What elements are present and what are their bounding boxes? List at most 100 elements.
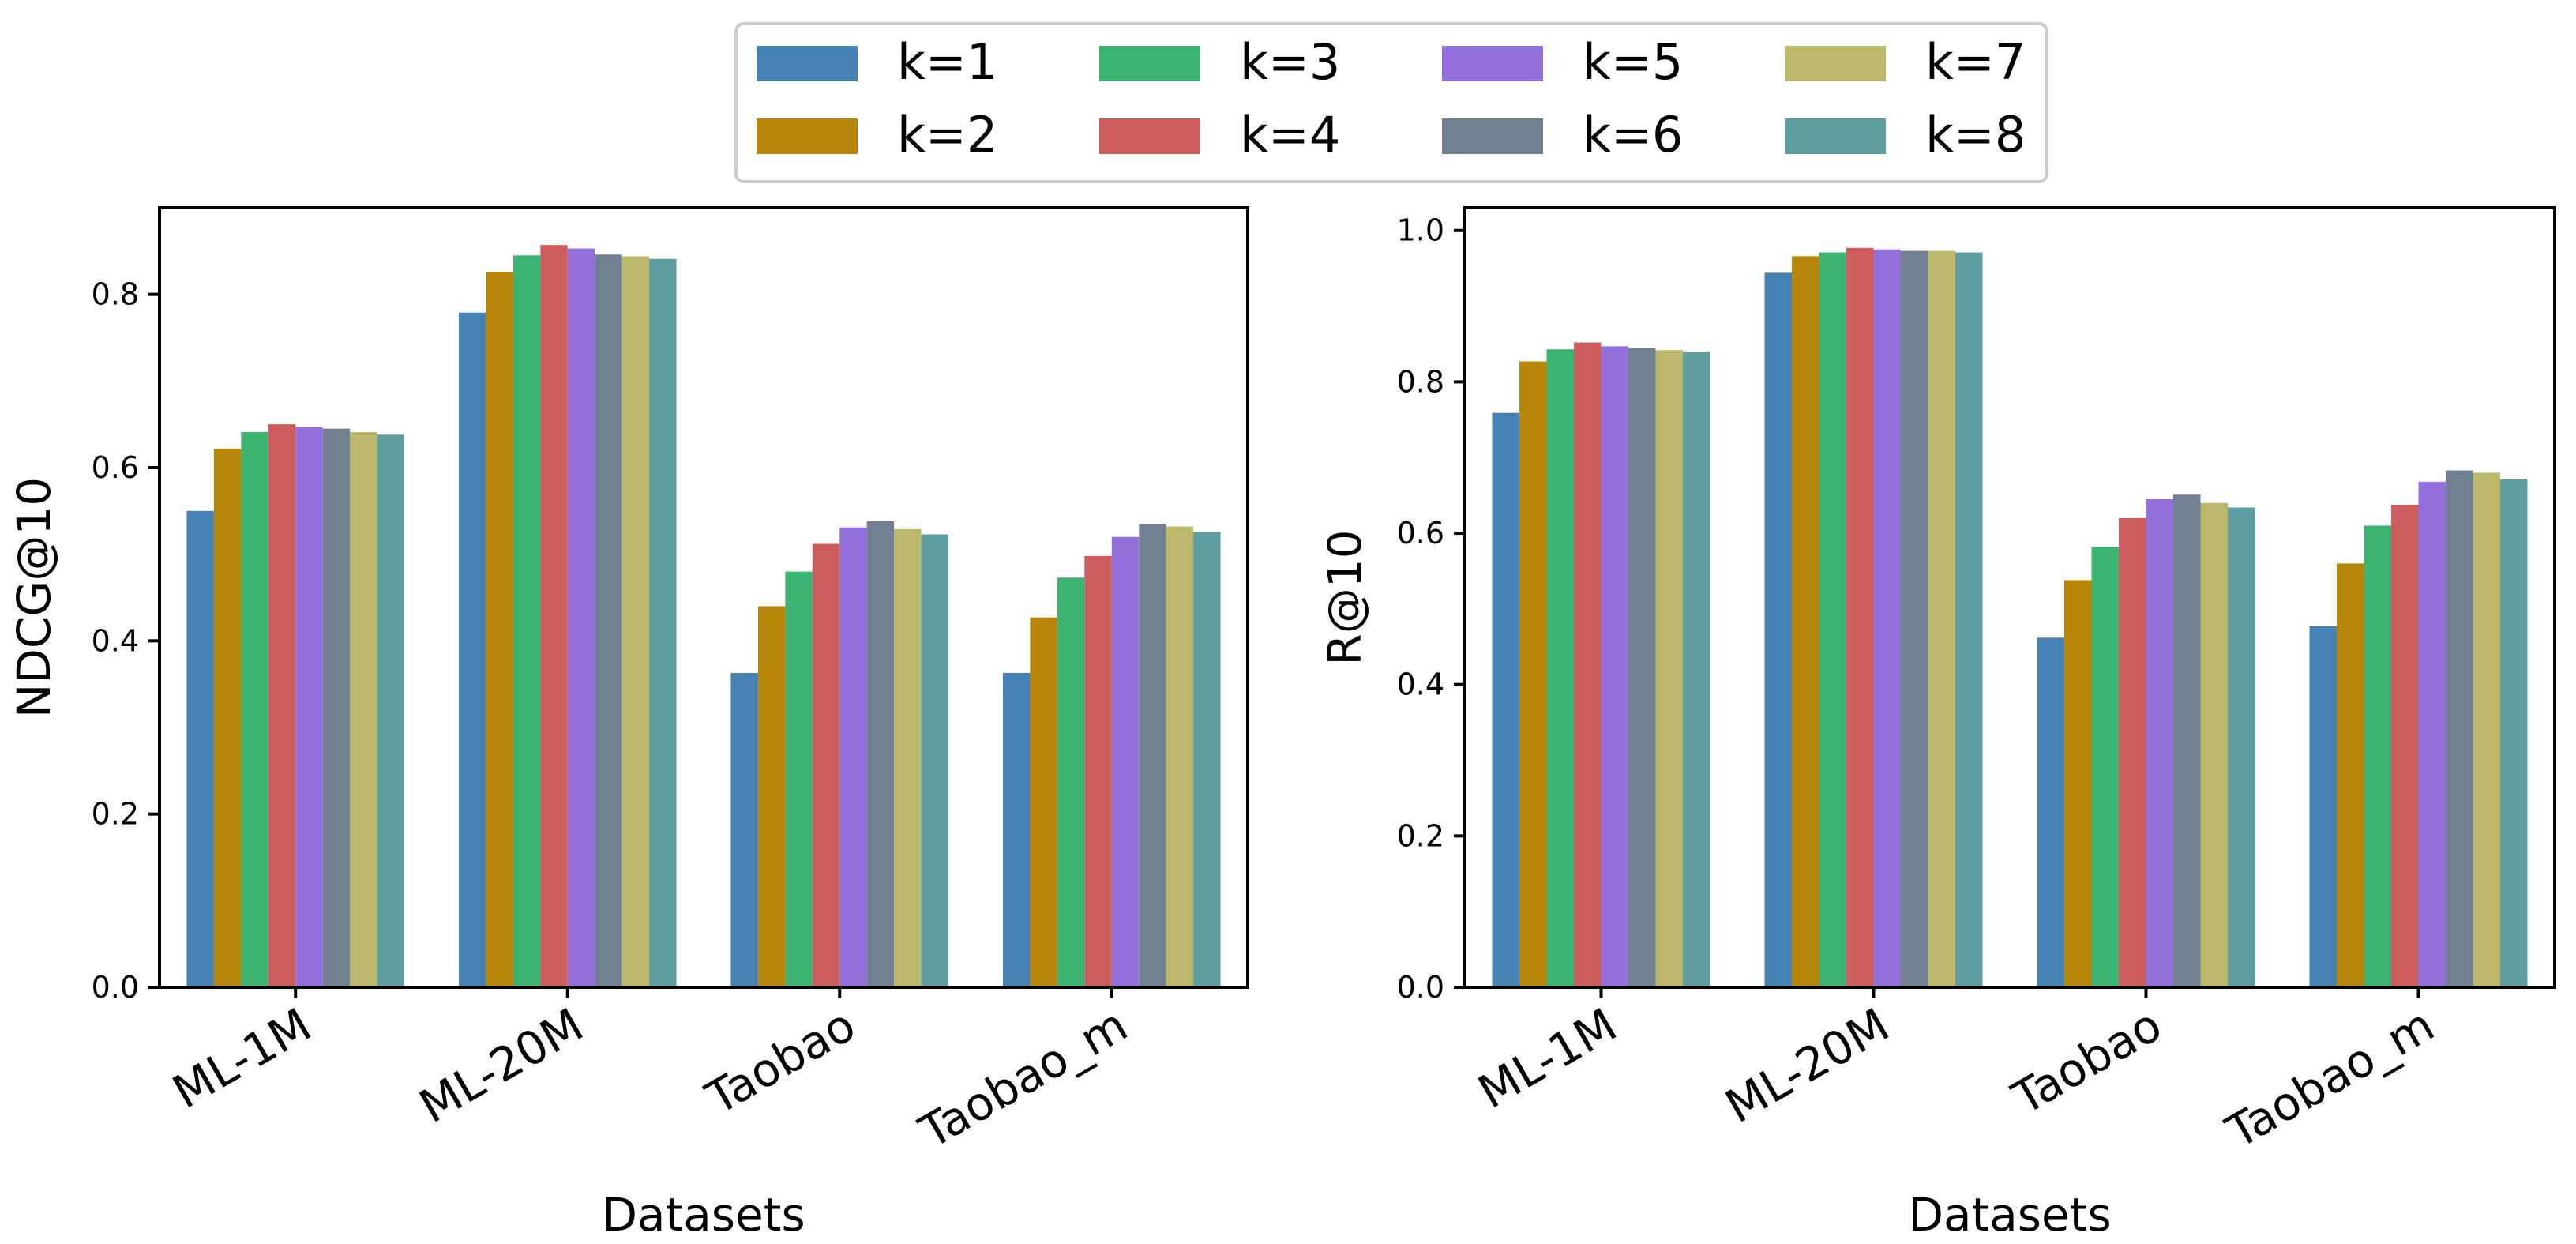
xtick-label-ndcg-taobao: Taobao [697, 998, 864, 1126]
bar-recall-ml-20m-k-5 [1873, 249, 1901, 987]
legend-label-k-4: k=4 [1240, 106, 1340, 163]
x-axis-label-ndcg: Datasets [602, 1188, 805, 1242]
bar-ndcg-ml-20m-k-6 [595, 254, 622, 988]
bar-ndcg-taobao-k-7 [894, 528, 922, 987]
bar-ndcg-taobao-m-k-8 [1193, 532, 1221, 987]
bar-ndcg-ml-20m-k-8 [649, 258, 677, 987]
bar-recall-ml-20m-k-3 [1819, 252, 1846, 987]
xtick-label-ndcg-taobao-m: Taobao_m [911, 998, 1136, 1159]
legend-box [734, 22, 2048, 183]
bar-ndcg-taobao-k-8 [921, 534, 949, 987]
bar-recall-ml-1m-k-6 [1628, 348, 1656, 987]
bar-recall-taobao-k-8 [2228, 507, 2255, 987]
bar-ndcg-taobao-k-4 [812, 543, 840, 987]
bar-ndcg-taobao-m-k-4 [1084, 555, 1112, 987]
ytick-label-recall-1: 0.2 [1397, 818, 1444, 853]
bar-ndcg-ml-1m-k-7 [350, 432, 377, 987]
ytick-label-recall-4: 0.8 [1397, 364, 1444, 399]
bar-recall-taobao-m-k-1 [2309, 626, 2337, 987]
bars-ndcg [186, 245, 1221, 988]
ytick-label-recall-0: 0.0 [1397, 970, 1444, 1005]
legend-label-k-7: k=7 [1925, 33, 2026, 91]
legend-swatch-k-5 [1442, 46, 1543, 81]
legend-label-k-3: k=3 [1240, 33, 1340, 91]
bar-ndcg-ml-1m-k-3 [241, 432, 268, 987]
bar-ndcg-ml-1m-k-5 [295, 427, 323, 987]
bar-recall-ml-1m-k-5 [1601, 346, 1628, 987]
axes-frame-ndcg [158, 206, 1249, 989]
bar-recall-ml-1m-k-7 [1655, 350, 1683, 987]
bar-ndcg-taobao-k-1 [730, 672, 758, 987]
bar-recall-taobao-m-k-2 [2337, 563, 2364, 987]
bar-ndcg-taobao-k-6 [866, 521, 895, 987]
bar-ndcg-ml-1m-k-6 [322, 428, 351, 987]
ytick-label-ndcg-2: 0.4 [92, 623, 139, 658]
axes-frame-recall [1463, 206, 2556, 989]
bar-recall-ml-20m-k-1 [1764, 272, 1792, 987]
bar-ndcg-ml-1m-k-1 [186, 510, 214, 987]
xtick-label-ndcg-ml-20m: ML-20M [411, 998, 592, 1133]
legend-label-k-2: k=2 [897, 106, 997, 163]
bar-recall-ml-1m-k-3 [1546, 349, 1574, 987]
bar-ndcg-taobao-k-2 [757, 606, 786, 987]
xtick-label-recall-taobao: Taobao [2003, 998, 2170, 1126]
xtick-label-recall-taobao-m: Taobao_m [2217, 998, 2443, 1159]
bar-recall-taobao-m-k-4 [2391, 505, 2419, 987]
legend-label-k-5: k=5 [1583, 33, 1683, 91]
bar-recall-ml-1m-k-4 [1574, 342, 1602, 987]
legend: k=1 k=2 k=3 k=4 k=5 k=6 k=7 k=8 [734, 22, 2048, 183]
bar-recall-ml-1m-k-8 [1683, 352, 1710, 987]
xtick-label-recall-ml-20m: ML-20M [1717, 998, 1898, 1133]
legend-swatch-k-2 [757, 118, 858, 154]
bar-recall-taobao-m-k-8 [2500, 479, 2528, 987]
bar-recall-taobao-k-7 [2200, 502, 2228, 987]
bar-recall-taobao-m-k-3 [2364, 525, 2391, 987]
x-axis-label-recall: Datasets [1908, 1188, 2111, 1242]
legend-swatch-k-7 [1785, 46, 1886, 81]
bar-recall-taobao-k-5 [2146, 498, 2173, 987]
bar-ndcg-taobao-m-k-6 [1139, 524, 1166, 987]
bar-recall-taobao-k-3 [2091, 547, 2119, 987]
bar-ndcg-ml-20m-k-1 [458, 312, 486, 987]
legend-swatch-k-4 [1099, 118, 1200, 154]
bar-ndcg-ml-1m-k-4 [268, 424, 296, 987]
bar-ndcg-ml-1m-k-2 [213, 448, 242, 987]
bar-ndcg-ml-20m-k-5 [567, 248, 595, 987]
bar-ndcg-taobao-k-5 [839, 527, 867, 987]
bar-ndcg-taobao-m-k-3 [1057, 577, 1085, 987]
y-axis-label-recall: R@10 [1318, 529, 1372, 665]
legend-swatch-k-3 [1099, 46, 1200, 81]
bar-recall-ml-1m-k-2 [1519, 361, 1547, 987]
bar-ndcg-ml-20m-k-4 [540, 245, 568, 987]
bar-recall-ml-20m-k-8 [1955, 252, 1983, 987]
bar-recall-taobao-k-2 [2064, 580, 2092, 987]
ytick-label-recall-3: 0.6 [1397, 516, 1444, 551]
bar-recall-taobao-m-k-5 [2418, 481, 2446, 987]
ytick-label-recall-2: 0.4 [1397, 667, 1444, 702]
bar-recall-taobao-k-6 [2173, 494, 2201, 987]
bar-recall-ml-20m-k-2 [1792, 256, 1819, 988]
legend-swatch-k-6 [1442, 118, 1543, 154]
bar-ndcg-ml-20m-k-7 [621, 256, 650, 987]
chart-recall: 0.0 0.2 0.4 0.6 0.8 1.0 ML-1M ML-20M Taobao Taoba… [1318, 206, 2556, 1242]
bar-recall-taobao-k-4 [2119, 517, 2146, 987]
bar-recall-taobao-m-k-6 [2446, 470, 2473, 987]
ytick-label-ndcg-1: 0.2 [92, 797, 139, 832]
bar-recall-taobao-m-k-7 [2473, 472, 2500, 987]
ytick-label-ndcg-4: 0.8 [92, 277, 139, 312]
legend-label-k-6: k=6 [1583, 106, 1683, 163]
chart-ndcg: 0.0 0.2 0.4 0.6 0.8 ML-1M ML-20M Taobao Taobao_m… [7, 206, 1249, 1242]
ytick-label-recall-5: 1.0 [1397, 213, 1444, 248]
bar-ndcg-taobao-m-k-2 [1030, 617, 1057, 987]
bar-ndcg-ml-20m-k-3 [513, 255, 541, 987]
ytick-label-ndcg-0: 0.0 [92, 970, 139, 1005]
xtick-label-ndcg-ml-1m: ML-1M [163, 998, 320, 1118]
bar-ndcg-taobao-m-k-5 [1111, 536, 1140, 987]
bar-recall-taobao-k-1 [2037, 637, 2064, 987]
xtick-label-recall-ml-1m: ML-1M [1470, 998, 1626, 1118]
legend-label-k-1: k=1 [897, 33, 997, 91]
legend-swatch-k-8 [1785, 118, 1886, 154]
bar-ndcg-taobao-m-k-1 [1002, 672, 1031, 987]
bar-ndcg-taobao-m-k-7 [1166, 526, 1194, 987]
legend-label-k-8: k=8 [1925, 106, 2026, 163]
